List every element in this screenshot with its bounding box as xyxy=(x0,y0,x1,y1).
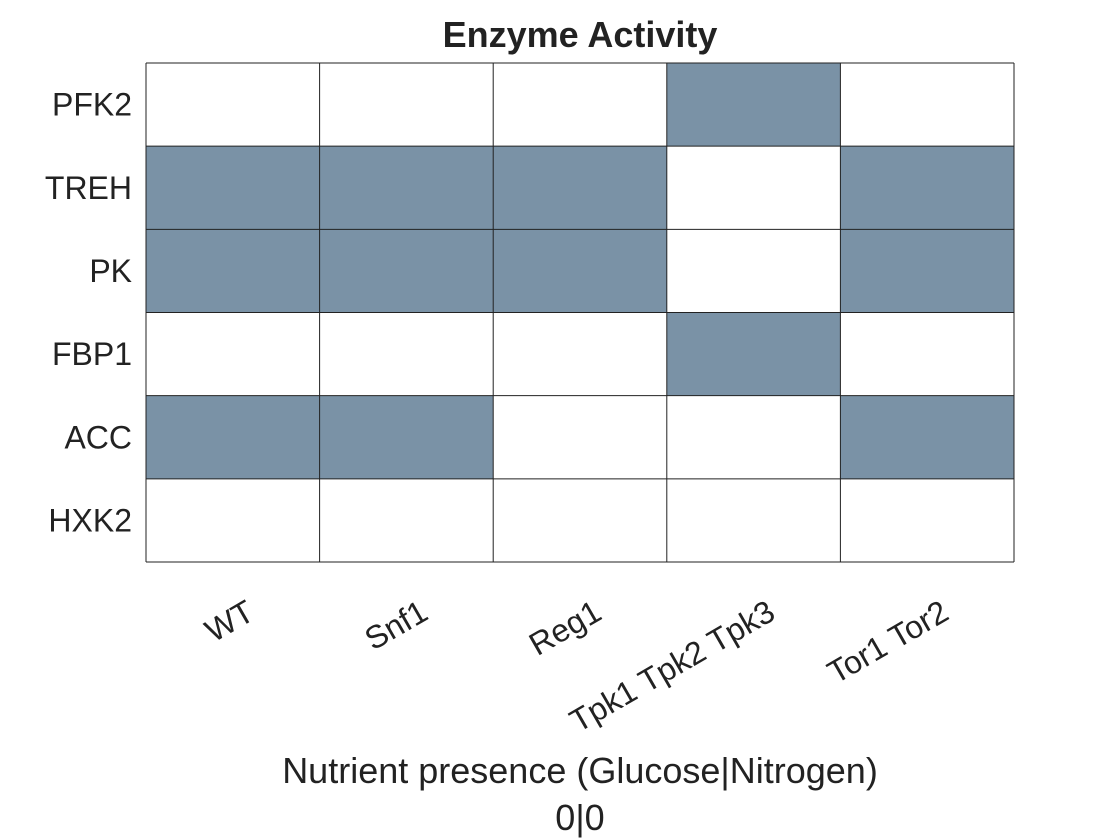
heatmap-cell xyxy=(493,63,667,147)
heatmap-cell xyxy=(146,63,320,147)
heatmap-cell xyxy=(319,395,494,479)
y-tick-label: TREH xyxy=(45,170,132,206)
heatmap-cell xyxy=(493,312,667,396)
y-tick-label: HXK2 xyxy=(48,502,132,538)
y-tick-labels: PFK2 TREH PK FBP1 ACC HXK2 xyxy=(45,87,132,539)
heatmap-cell xyxy=(319,229,494,313)
y-tick-label: FBP1 xyxy=(52,336,132,372)
heatmap-cell xyxy=(666,312,841,396)
heatmap-cell xyxy=(319,312,494,396)
y-tick-label: ACC xyxy=(64,419,132,455)
x-tick-label: Tor1 Tor2 xyxy=(821,593,954,691)
heatmap-cell xyxy=(840,146,1014,230)
y-tick-label: PFK2 xyxy=(52,87,132,123)
heatmap-cell xyxy=(840,312,1014,396)
x-tick-label: WT xyxy=(199,593,260,649)
chart-title: Enzyme Activity xyxy=(443,14,718,55)
heatmap-cell xyxy=(840,63,1014,147)
heatmap-cell xyxy=(666,229,841,313)
x-tick-label: Reg1 xyxy=(523,593,607,662)
x-axis-label: Nutrient presence (Glucose|Nitrogen) xyxy=(282,750,878,791)
heatmap-cell xyxy=(319,146,494,230)
heatmap-cell xyxy=(493,229,667,313)
y-tick-label: PK xyxy=(89,253,132,289)
x-tick-label: Snf1 xyxy=(358,593,433,657)
heatmap-cell xyxy=(493,146,667,230)
x-axis-sublabel: 0|0 xyxy=(555,797,604,838)
heatmap-cell xyxy=(146,229,320,313)
heatmap-grid xyxy=(145,62,1015,563)
heatmap-cells xyxy=(146,63,1014,562)
heatmap-cell xyxy=(840,229,1014,313)
heatmap-cell xyxy=(666,63,841,147)
heatmap-cell xyxy=(666,395,841,479)
heatmap-cell xyxy=(840,478,1014,562)
heatmap-cell xyxy=(146,312,320,396)
heatmap-cell xyxy=(146,395,320,479)
heatmap-cell xyxy=(666,478,841,562)
heatmap-cell xyxy=(840,395,1014,479)
heatmap-cell xyxy=(319,63,494,147)
heatmap-cell xyxy=(493,478,667,562)
heatmap-cell xyxy=(146,478,320,562)
heatmap-cell xyxy=(146,146,320,230)
heatmap-cell xyxy=(493,395,667,479)
heatmap-cell xyxy=(666,146,841,230)
heatmap-cell xyxy=(319,478,494,562)
